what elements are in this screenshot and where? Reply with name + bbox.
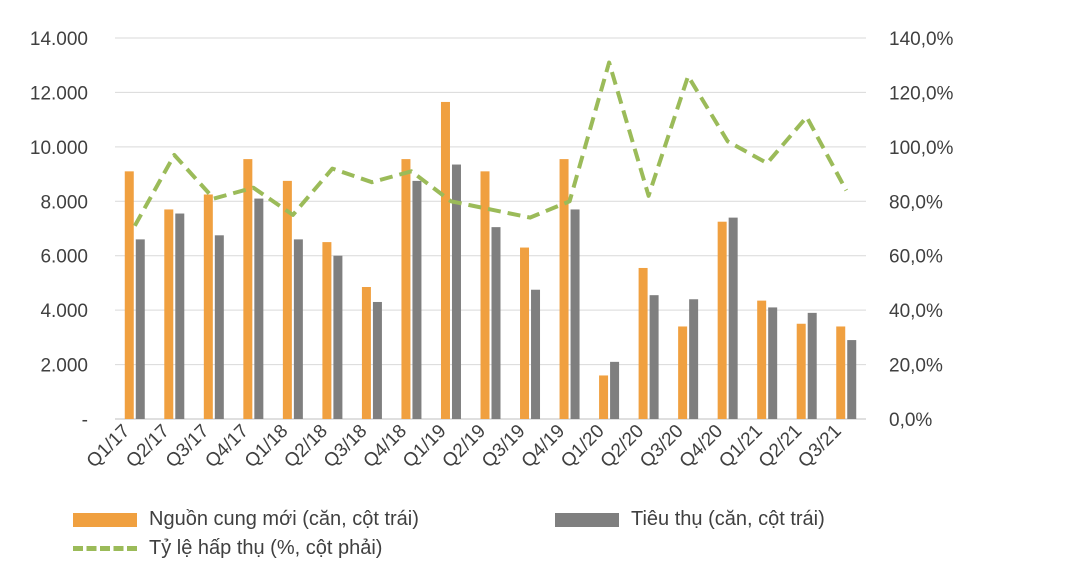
bar-supply-Q4-19 bbox=[559, 159, 569, 419]
bar-supply-Q2-19 bbox=[480, 171, 490, 419]
bar-supply-Q1-19 bbox=[440, 101, 450, 419]
category-label: Q2/18 bbox=[280, 421, 331, 472]
right-tick-label: 140,0% bbox=[889, 29, 954, 50]
bar-sales-Q3-19 bbox=[531, 289, 541, 419]
category-label: Q2/21 bbox=[755, 421, 806, 472]
category-label: Q4/17 bbox=[201, 421, 252, 472]
category-label: Q1/20 bbox=[557, 421, 608, 472]
bar-sales-Q3-21 bbox=[847, 340, 857, 419]
category-label: Q1/21 bbox=[715, 421, 766, 472]
bar-sales-Q4-17 bbox=[254, 198, 264, 419]
legend-label-sales: Tiêu thụ (căn, cột trái) bbox=[631, 508, 825, 530]
left-tick-label: 12.000 bbox=[30, 83, 88, 104]
bar-sales-Q2-19 bbox=[491, 227, 501, 419]
bar-sales-Q4-20 bbox=[728, 217, 738, 419]
category-label: Q3/21 bbox=[794, 421, 845, 472]
bar-sales-Q2-20 bbox=[649, 295, 659, 419]
bar-supply-Q3-18 bbox=[361, 287, 371, 419]
bar-sales-Q3-18 bbox=[372, 301, 382, 419]
category-label: Q3/17 bbox=[162, 421, 213, 472]
bar-sales-Q3-20 bbox=[689, 299, 699, 419]
line-series bbox=[133, 60, 848, 227]
bar-sales-Q4-18 bbox=[412, 180, 422, 419]
legend-swatch-supply bbox=[73, 512, 137, 527]
left-tick-label: 2.000 bbox=[40, 356, 88, 377]
bar-sales-Q3-17 bbox=[214, 235, 224, 419]
bar-sales-Q1-20 bbox=[610, 361, 620, 419]
bar-supply-Q3-21 bbox=[836, 326, 846, 419]
bar-supply-Q3-19 bbox=[520, 247, 530, 419]
bar-supply-Q1-17 bbox=[124, 171, 134, 419]
bar-sales-Q1-18 bbox=[293, 239, 303, 419]
category-label: Q2/17 bbox=[122, 421, 173, 472]
bar-supply-Q1-18 bbox=[282, 180, 292, 419]
bar-supply-Q2-20 bbox=[638, 267, 648, 419]
bar-sales-Q1-19 bbox=[451, 164, 461, 419]
bar-sales-Q1-17 bbox=[135, 239, 145, 419]
category-label: Q2/20 bbox=[597, 421, 648, 472]
bar-sales-Q4-19 bbox=[570, 209, 580, 419]
legend-swatch-sales bbox=[555, 512, 619, 527]
bar-supply-Q1-21 bbox=[757, 300, 767, 419]
legend-item-absorption: Tỷ lệ hấp thụ (%, cột phải) bbox=[73, 537, 382, 560]
bar-supply-Q4-17 bbox=[243, 159, 253, 419]
right-axis-ticks: 0,0% 20,0% 40,0% 60,0% 80,0% 100,0% 120,0% 140,… bbox=[889, 29, 954, 431]
left-tick-label: 4.000 bbox=[40, 301, 88, 322]
right-tick-label: 40,0% bbox=[889, 301, 943, 322]
left-tick-label: 14.000 bbox=[30, 29, 88, 50]
bar-supply-Q4-18 bbox=[401, 159, 411, 419]
right-tick-label: 0,0% bbox=[889, 410, 932, 431]
bar-supply-Q4-20 bbox=[717, 221, 727, 419]
category-label: Q1/18 bbox=[241, 421, 292, 472]
category-label: Q4/19 bbox=[518, 421, 569, 472]
right-tick-label: 60,0% bbox=[889, 247, 943, 268]
category-label: Q4/18 bbox=[360, 421, 411, 472]
right-tick-label: 120,0% bbox=[889, 83, 954, 104]
category-label: Q3/20 bbox=[636, 421, 687, 472]
right-tick-label: 100,0% bbox=[889, 138, 954, 159]
category-label: Q4/20 bbox=[676, 421, 727, 472]
bar-supply-Q2-17 bbox=[164, 209, 174, 419]
legend-label-absorption: Tỷ lệ hấp thụ (%, cột phải) bbox=[149, 537, 383, 559]
bar-supply-Q1-20 bbox=[599, 375, 609, 419]
left-tick-label: 6.000 bbox=[40, 247, 88, 268]
legend-item-sales: Tiêu thụ (căn, cột trái) bbox=[555, 508, 825, 531]
bar-sales-Q2-17 bbox=[175, 213, 185, 419]
bar-supply-Q2-21 bbox=[796, 323, 806, 419]
right-tick-label: 20,0% bbox=[889, 356, 943, 377]
category-label: Q1/17 bbox=[83, 421, 134, 472]
bar-series bbox=[124, 101, 857, 419]
category-label: Q3/19 bbox=[478, 421, 529, 472]
left-tick-label: 8.000 bbox=[40, 192, 88, 213]
category-label: Q2/19 bbox=[439, 421, 490, 472]
bar-supply-Q3-20 bbox=[678, 326, 688, 419]
left-axis-ticks: - 2.000 4.000 6.000 8.000 10.000 12.000 14.000 bbox=[30, 29, 88, 431]
legend-swatch-absorption bbox=[73, 546, 137, 551]
bar-supply-Q2-18 bbox=[322, 242, 332, 419]
left-tick-label: - bbox=[82, 410, 88, 431]
bar-sales-Q1-21 bbox=[768, 307, 778, 419]
bar-sales-Q2-21 bbox=[807, 312, 817, 419]
category-label: Q1/19 bbox=[399, 421, 450, 472]
category-labels: Q1/17Q2/17Q3/17Q4/17Q1/18Q2/18Q3/18Q4/18… bbox=[83, 421, 846, 472]
left-tick-label: 10.000 bbox=[30, 138, 88, 159]
right-tick-label: 80,0% bbox=[889, 192, 943, 213]
gridlines bbox=[115, 37, 866, 420]
category-label: Q3/18 bbox=[320, 421, 371, 472]
bar-supply-Q3-17 bbox=[203, 194, 213, 419]
bar-sales-Q2-18 bbox=[333, 255, 343, 419]
legend-label-supply: Nguồn cung mới (căn, cột trái) bbox=[149, 508, 419, 530]
legend-item-supply: Nguồn cung mới (căn, cột trái) bbox=[73, 508, 419, 531]
